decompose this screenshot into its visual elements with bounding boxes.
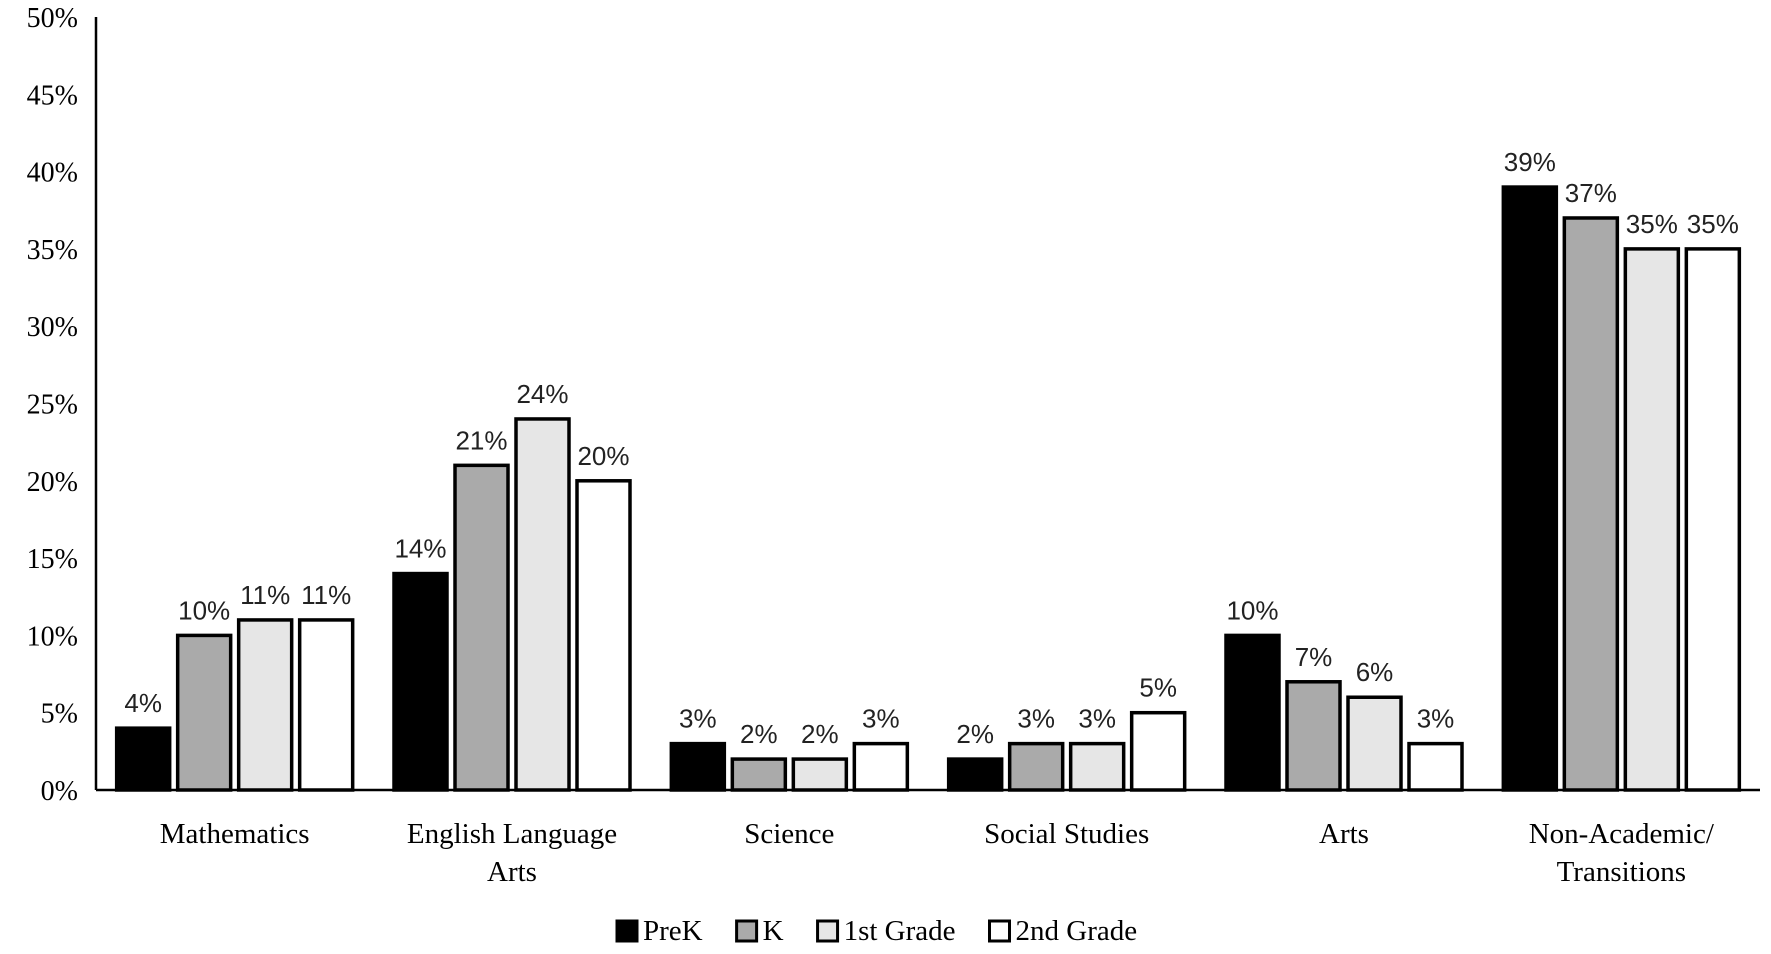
bar bbox=[791, 757, 849, 792]
data-label: 3% bbox=[1417, 704, 1455, 734]
bars bbox=[114, 185, 1742, 792]
legend-label: K bbox=[763, 915, 784, 947]
bar bbox=[514, 417, 571, 792]
category-label: Science bbox=[744, 818, 834, 850]
data-label: 7% bbox=[1295, 642, 1333, 672]
data-labels: 4% 10% 11% 11% 14% 21% 24% 20% 3% 2% 2% 3% 2% 3% 3% 5% 1… bbox=[124, 147, 1738, 749]
legend-label: 2nd Grade bbox=[1016, 915, 1138, 947]
bar bbox=[175, 633, 233, 792]
category-label: English Language bbox=[407, 818, 617, 850]
data-label: 6% bbox=[1356, 657, 1394, 687]
data-label: 11% bbox=[240, 580, 290, 610]
data-label: 2% bbox=[801, 719, 839, 749]
y-tick-label: 30% bbox=[27, 312, 78, 343]
legend-swatch bbox=[615, 919, 639, 943]
data-label: 37% bbox=[1565, 178, 1617, 208]
data-label: 5% bbox=[1139, 673, 1177, 703]
data-label: 24% bbox=[516, 379, 568, 409]
data-label: 11% bbox=[301, 580, 351, 610]
bar bbox=[236, 618, 294, 792]
legend-label: PreK bbox=[643, 915, 703, 947]
category-label: Non-Academic/ bbox=[1529, 818, 1715, 850]
bar bbox=[1684, 247, 1742, 792]
data-label: 3% bbox=[862, 704, 900, 734]
y-tick-label: 5% bbox=[41, 699, 78, 730]
data-label: 4% bbox=[124, 688, 162, 718]
data-label: 21% bbox=[455, 425, 507, 455]
data-label: 35% bbox=[1687, 209, 1739, 239]
data-label: 20% bbox=[577, 441, 629, 471]
data-label: 2% bbox=[956, 719, 994, 749]
data-label: 3% bbox=[1017, 704, 1055, 734]
legend: PreK K 1st Grade 2nd Grade bbox=[615, 915, 1138, 947]
bar bbox=[1285, 680, 1342, 792]
data-label: 3% bbox=[1078, 704, 1116, 734]
bar bbox=[946, 757, 1004, 792]
data-label: 39% bbox=[1504, 147, 1556, 177]
category-label: Mathematics bbox=[160, 818, 310, 850]
bar bbox=[1623, 247, 1681, 792]
bar bbox=[1562, 216, 1620, 792]
bar bbox=[852, 741, 910, 792]
bar bbox=[669, 741, 727, 792]
bar bbox=[392, 571, 449, 792]
y-tick-label: 45% bbox=[27, 80, 78, 111]
bar bbox=[1068, 741, 1126, 792]
data-label: 2% bbox=[740, 719, 778, 749]
data-label: 35% bbox=[1626, 209, 1678, 239]
data-label: 3% bbox=[679, 704, 717, 734]
bar bbox=[1407, 741, 1464, 792]
y-tick-label: 35% bbox=[27, 235, 78, 266]
data-label: 10% bbox=[178, 595, 230, 625]
category-label: Arts bbox=[487, 856, 537, 888]
bar bbox=[1501, 185, 1559, 792]
y-tick-label: 0% bbox=[41, 776, 78, 807]
bar bbox=[730, 757, 788, 792]
data-label: 14% bbox=[394, 534, 446, 564]
bar bbox=[297, 618, 355, 792]
y-tick-label: 25% bbox=[27, 390, 78, 421]
y-tick-label: 20% bbox=[27, 467, 78, 498]
bar bbox=[453, 463, 510, 792]
category-label: Transitions bbox=[1557, 856, 1686, 888]
y-tick-label: 15% bbox=[27, 544, 78, 575]
legend-label: 1st Grade bbox=[844, 915, 956, 947]
data-label: 10% bbox=[1226, 595, 1278, 625]
y-axis-ticks: 0% 5% 10% 15% 20% 25% 30% 35% 40% 45% 50% bbox=[27, 3, 78, 807]
bar bbox=[1346, 695, 1403, 792]
category-label: Social Studies bbox=[984, 818, 1149, 850]
bar bbox=[575, 479, 632, 792]
y-tick-label: 10% bbox=[27, 621, 78, 652]
category-labels: Mathematics English Language Arts Science So… bbox=[160, 818, 1715, 888]
legend-swatch bbox=[988, 919, 1011, 943]
category-label: Arts bbox=[1319, 818, 1369, 850]
bar bbox=[1224, 633, 1281, 792]
legend-swatch bbox=[816, 919, 840, 943]
bar bbox=[114, 726, 172, 792]
bar bbox=[1129, 710, 1187, 792]
legend-swatch bbox=[735, 919, 759, 943]
bar bbox=[1007, 741, 1065, 792]
y-tick-label: 40% bbox=[27, 158, 78, 189]
y-tick-label: 50% bbox=[27, 3, 78, 34]
